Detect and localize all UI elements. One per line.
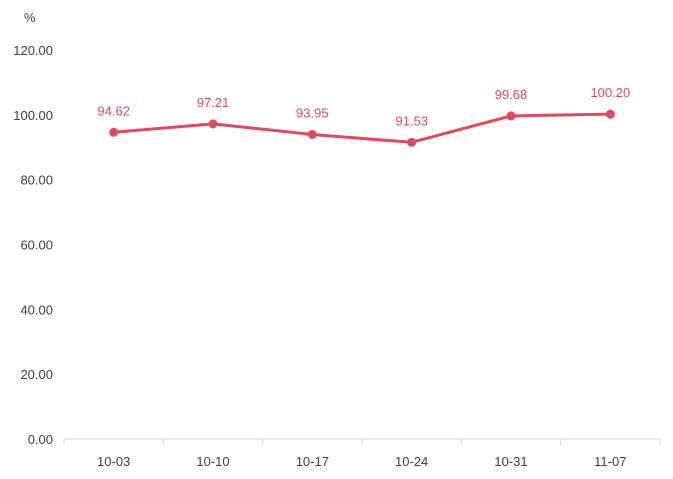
data-point-marker [407, 137, 417, 147]
y-tick-label: 80.00 [20, 173, 53, 188]
data-label: 93.95 [296, 105, 329, 120]
x-tick-label: 10-17 [296, 454, 329, 469]
y-tick-label: 20.00 [20, 367, 53, 382]
y-tick-label: 100.00 [13, 108, 53, 123]
data-label: 100.20 [590, 85, 630, 100]
series-line [112, 112, 612, 144]
data-label: 91.53 [395, 113, 428, 128]
data-label: 99.68 [495, 87, 528, 102]
y-axis-unit-label: % [24, 10, 36, 25]
data-point-marker [605, 109, 615, 119]
data-point-marker [109, 127, 119, 137]
x-tick-label: 10-10 [196, 454, 229, 469]
series-line-group [109, 109, 615, 147]
y-tick-label: 40.00 [20, 302, 53, 317]
y-axis-tick-labels: 0.00 20.00 40.00 60.00 80.00 100.00 120.00 [13, 43, 53, 447]
data-point-marker [307, 129, 317, 139]
y-tick-label: 120.00 [13, 43, 53, 58]
y-tick-label: 60.00 [20, 238, 53, 253]
data-point-marker [506, 111, 516, 121]
data-point-marker [208, 119, 218, 129]
x-axis [63, 438, 661, 445]
y-tick-label: 0.00 [28, 432, 53, 447]
x-tick-label: 11-07 [594, 454, 626, 469]
data-labels: 94.62 97.21 93.95 91.53 99.68 100.20 [97, 85, 630, 128]
x-tick-label: 10-03 [97, 454, 130, 469]
x-axis-tick-labels: 10-03 10-10 10-17 10-24 10-31 11-07 [97, 454, 626, 469]
data-label: 97.21 [197, 95, 230, 110]
data-label: 94.62 [97, 103, 130, 118]
x-tick-label: 10-31 [494, 454, 527, 469]
x-tick-label: 10-24 [395, 454, 428, 469]
